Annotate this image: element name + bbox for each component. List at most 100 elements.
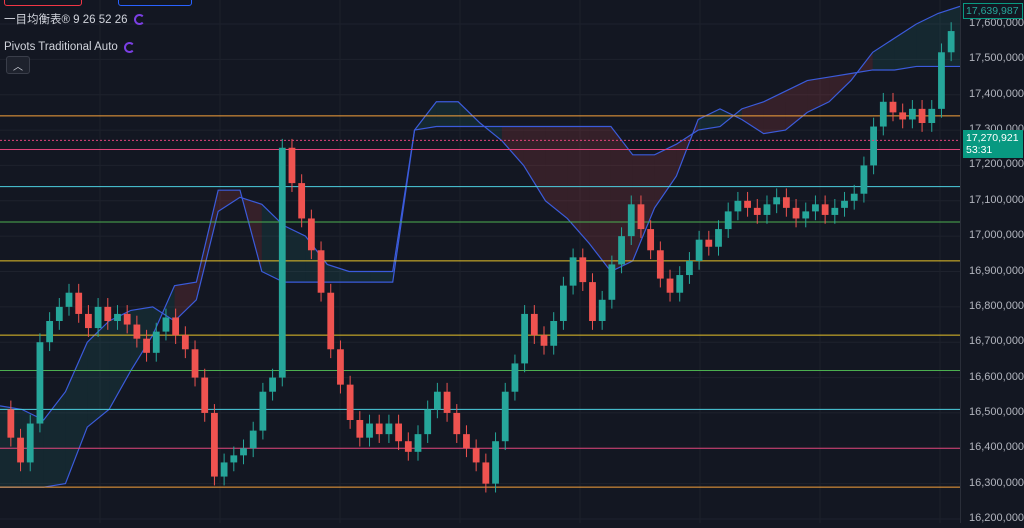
candle-body — [472, 448, 480, 463]
price-tick-label: 17,400,000 — [969, 87, 1024, 100]
candle-body — [589, 282, 596, 321]
chart-area[interactable] — [0, 0, 961, 523]
candle-body — [424, 409, 432, 435]
countdown-timer: 53:31 — [966, 144, 993, 157]
price-tick-label: 16,400,000 — [969, 441, 1024, 454]
ichimoku-cloud-segment — [327, 264, 350, 283]
candle-body — [327, 292, 335, 350]
candle-body — [647, 229, 655, 251]
ichimoku-cloud-segment — [87, 321, 110, 428]
ichimoku-cloud-segment — [589, 126, 611, 272]
price-scale[interactable]: 17,600,000 17,500,000 17,400,000 17,300,000… — [960, 0, 1024, 524]
price-tick-label: 16,300,000 — [969, 476, 1024, 489]
candle-body — [211, 412, 218, 477]
candle-body — [65, 292, 73, 307]
candle-body — [337, 349, 344, 385]
candle-body — [850, 193, 858, 201]
candle-body — [162, 317, 170, 332]
candle-body — [463, 434, 470, 449]
ichimoku-cloud-segment — [501, 126, 524, 166]
ichimoku-cloud-segment — [567, 126, 590, 244]
candle-body — [366, 423, 373, 438]
candle-body — [879, 101, 887, 127]
candle-body — [686, 260, 693, 276]
candle-body — [521, 313, 529, 364]
ichimoku-cloud-segment — [654, 144, 677, 208]
candle-body — [453, 412, 461, 435]
candle-body — [899, 112, 907, 120]
legend-ichimoku[interactable]: 一目均衡表® 9 26 52 26 — [4, 10, 145, 28]
candle-body — [395, 423, 402, 442]
ichimoku-cloud-segment — [785, 80, 808, 131]
candle-body — [715, 229, 722, 247]
top-tab-left[interactable] — [4, 0, 82, 6]
price-tick-label: 16,200,000 — [969, 512, 1024, 524]
candle-body — [94, 306, 102, 329]
loading-icon — [123, 41, 135, 53]
candle-body — [569, 257, 577, 286]
candle-body — [152, 331, 160, 353]
ichimoku-cloud-segment — [65, 342, 88, 484]
candle-body — [220, 462, 228, 477]
candle-body — [724, 211, 732, 230]
ichimoku-cloud-segment — [174, 282, 197, 321]
ichimoku-cloud-segment — [872, 38, 895, 70]
candle-body — [860, 165, 868, 194]
candle-body — [55, 306, 63, 321]
ichimoku-cloud-segment — [610, 126, 633, 272]
ichimoku-cloud-segment — [523, 126, 546, 201]
senkou-span-a — [0, 5, 961, 421]
candle-body — [85, 313, 92, 329]
ichimoku-cloud-segment — [436, 101, 459, 127]
candle-body — [831, 207, 839, 215]
current-price-tag: 17,270,921 53:31 — [963, 130, 1023, 159]
candle-body — [36, 342, 44, 424]
candle-body — [918, 108, 926, 123]
candle-body — [307, 218, 315, 251]
ichimoku-cloud-segment — [349, 271, 371, 283]
ichimoku-cloud-segment — [283, 225, 306, 283]
candle-body — [540, 335, 548, 346]
top-price-tag: 17,639,987 — [963, 3, 1023, 19]
candle-body — [249, 430, 257, 449]
candle-body — [763, 204, 771, 215]
candle-body — [550, 321, 558, 346]
ichimoku-cloud-segment — [698, 108, 720, 131]
price-tick-label: 16,900,000 — [969, 264, 1024, 277]
current-price-value: 17,270,921 — [966, 132, 1019, 145]
pivots-label: Pivots Traditional Auto — [4, 41, 118, 53]
candle-body — [443, 391, 451, 413]
candle-body — [656, 250, 664, 279]
price-tick-label: 16,500,000 — [969, 405, 1024, 418]
candle-body — [191, 349, 199, 378]
candlestick-chart[interactable] — [0, 0, 961, 523]
candle-body — [404, 441, 412, 452]
top-tab-right[interactable] — [118, 0, 192, 6]
candle-body — [278, 147, 286, 378]
ichimoku-label: 一目均衡表® 9 26 52 26 — [4, 14, 128, 26]
candle-body — [618, 236, 625, 265]
candle-body — [734, 200, 742, 212]
price-tick-label: 17,500,000 — [969, 52, 1024, 65]
legend-pivots[interactable]: Pivots Traditional Auto — [4, 38, 145, 56]
collapse-legend-button[interactable]: ︿ — [6, 56, 30, 74]
candle-body — [143, 338, 150, 353]
candle-body — [46, 321, 54, 343]
candle-body — [802, 211, 810, 219]
candle-body — [782, 197, 790, 208]
candle-body — [75, 292, 83, 314]
candle-body — [821, 204, 829, 215]
candle-body — [947, 31, 955, 53]
candle-body — [230, 455, 238, 463]
candle-body — [608, 264, 616, 300]
candle-body — [26, 423, 34, 463]
candle-body — [812, 204, 819, 212]
candle-body — [7, 409, 15, 438]
candle-body — [269, 377, 276, 392]
candle-body — [889, 101, 897, 113]
candle-body — [870, 126, 877, 166]
candle-body — [928, 108, 936, 123]
ichimoku-cloud-segment — [829, 73, 851, 102]
ichimoku-cloud-segment — [894, 24, 917, 70]
candle-body — [114, 313, 121, 321]
